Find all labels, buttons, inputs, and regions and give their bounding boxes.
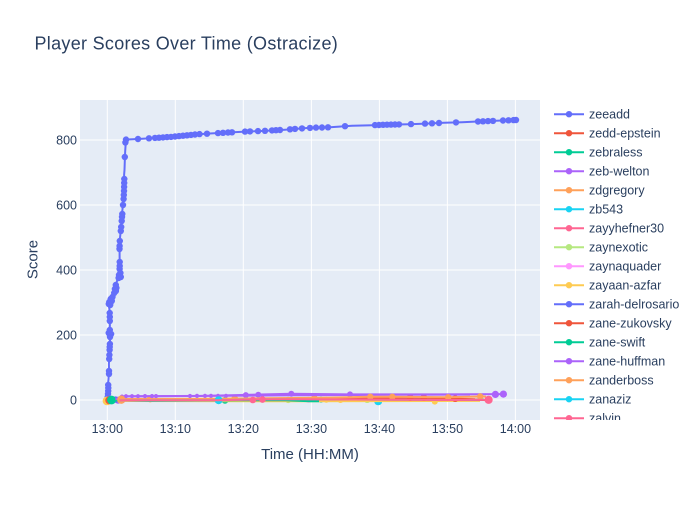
svg-text:zdgregory: zdgregory xyxy=(589,184,645,198)
svg-text:zeeadd: zeeadd xyxy=(589,108,630,122)
svg-text:zarah-delrosario: zarah-delrosario xyxy=(589,298,679,312)
svg-text:600: 600 xyxy=(56,198,77,212)
svg-text:800: 800 xyxy=(56,133,77,147)
svg-text:400: 400 xyxy=(56,263,77,277)
svg-text:13:00: 13:00 xyxy=(92,422,123,436)
svg-text:0: 0 xyxy=(70,393,77,407)
svg-text:zayyhefner30: zayyhefner30 xyxy=(589,222,664,236)
svg-text:200: 200 xyxy=(56,328,77,342)
svg-text:14:00: 14:00 xyxy=(500,422,531,436)
svg-text:Player Scores Over Time (Ostra: Player Scores Over Time (Ostracize) xyxy=(35,33,339,53)
svg-text:zebraless: zebraless xyxy=(589,146,643,160)
svg-text:zalvin: zalvin xyxy=(589,412,621,426)
svg-text:zanderboss: zanderboss xyxy=(589,374,654,388)
svg-text:zane-huffman: zane-huffman xyxy=(589,355,665,369)
svg-text:zane-zukovsky: zane-zukovsky xyxy=(589,317,672,331)
svg-text:13:50: 13:50 xyxy=(432,422,463,436)
svg-text:zayaan-azfar: zayaan-azfar xyxy=(589,279,661,293)
svg-text:13:20: 13:20 xyxy=(228,422,259,436)
svg-text:zaynexotic: zaynexotic xyxy=(589,241,648,255)
svg-text:zane-swift: zane-swift xyxy=(589,336,646,350)
svg-text:zedd-epstein: zedd-epstein xyxy=(589,127,661,141)
svg-text:Score: Score xyxy=(25,240,42,279)
svg-text:zanaziz: zanaziz xyxy=(589,393,631,407)
svg-text:Time (HH:MM): Time (HH:MM) xyxy=(261,446,359,463)
svg-text:13:30: 13:30 xyxy=(296,422,327,436)
svg-text:zaynaquader: zaynaquader xyxy=(589,260,661,274)
svg-text:13:40: 13:40 xyxy=(364,422,395,436)
svg-text:zeb-welton: zeb-welton xyxy=(589,165,649,179)
svg-text:13:10: 13:10 xyxy=(160,422,191,436)
svg-text:zb543: zb543 xyxy=(589,203,623,217)
